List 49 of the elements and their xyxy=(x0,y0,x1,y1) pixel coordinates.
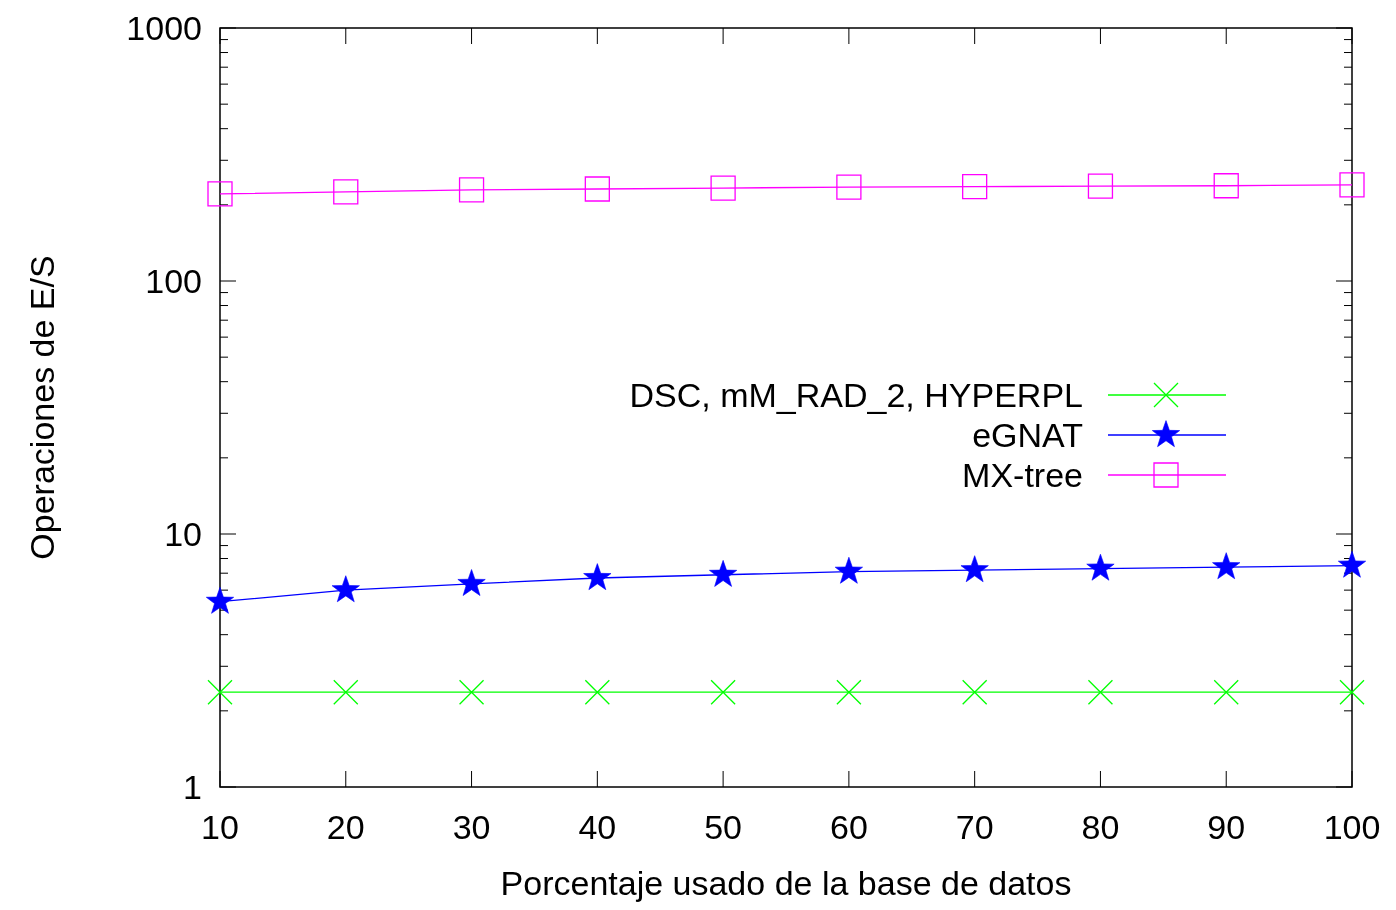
x-tick-label: 10 xyxy=(201,808,239,846)
point xyxy=(710,679,736,705)
x-tick-label: 40 xyxy=(578,808,617,846)
point xyxy=(1087,173,1114,199)
x-tick-label: 100 xyxy=(1323,808,1381,846)
point xyxy=(457,569,486,596)
legend-label: DSC, mM_RAD_2, HYPERPL xyxy=(629,375,1083,414)
y-tick-label: 1 xyxy=(183,767,202,806)
point xyxy=(1339,172,1365,198)
point xyxy=(836,679,862,705)
point xyxy=(1339,679,1365,705)
point xyxy=(1086,553,1115,581)
point xyxy=(584,176,610,202)
point xyxy=(960,555,989,583)
x-tick-label: 70 xyxy=(955,808,994,846)
y-tick-label: 100 xyxy=(145,261,202,300)
point xyxy=(836,174,862,200)
point xyxy=(962,679,988,705)
point xyxy=(206,587,234,614)
y-tick-label: 1000 xyxy=(126,8,202,47)
point xyxy=(458,177,485,203)
x-tick-label: 50 xyxy=(704,808,743,846)
point xyxy=(207,679,233,705)
point xyxy=(1087,679,1114,705)
point xyxy=(207,181,233,207)
y-tick-label: 10 xyxy=(164,514,202,553)
point xyxy=(331,575,360,603)
x-axis-title: Porcentaje usado de la base de datos xyxy=(500,864,1072,902)
point xyxy=(458,679,485,705)
point xyxy=(583,563,612,590)
point xyxy=(1338,550,1366,578)
point xyxy=(709,560,738,587)
point xyxy=(962,174,988,200)
point xyxy=(1213,173,1239,199)
x-tick-label: 80 xyxy=(1081,808,1120,846)
point xyxy=(333,679,359,705)
point xyxy=(834,556,863,584)
x-tick-label: 60 xyxy=(829,808,868,846)
point xyxy=(584,679,610,705)
x-tick-label: 90 xyxy=(1207,808,1246,846)
x-tick-label: 30 xyxy=(452,808,491,846)
x-tick-label: 20 xyxy=(326,808,365,846)
y-axis-title: Operaciones de E/S xyxy=(23,255,61,560)
point xyxy=(333,179,359,205)
point xyxy=(1213,679,1239,705)
point xyxy=(710,175,736,201)
legend-label: eGNAT xyxy=(972,415,1083,454)
legend-label: MX-tree xyxy=(962,455,1083,494)
point xyxy=(1212,552,1241,580)
